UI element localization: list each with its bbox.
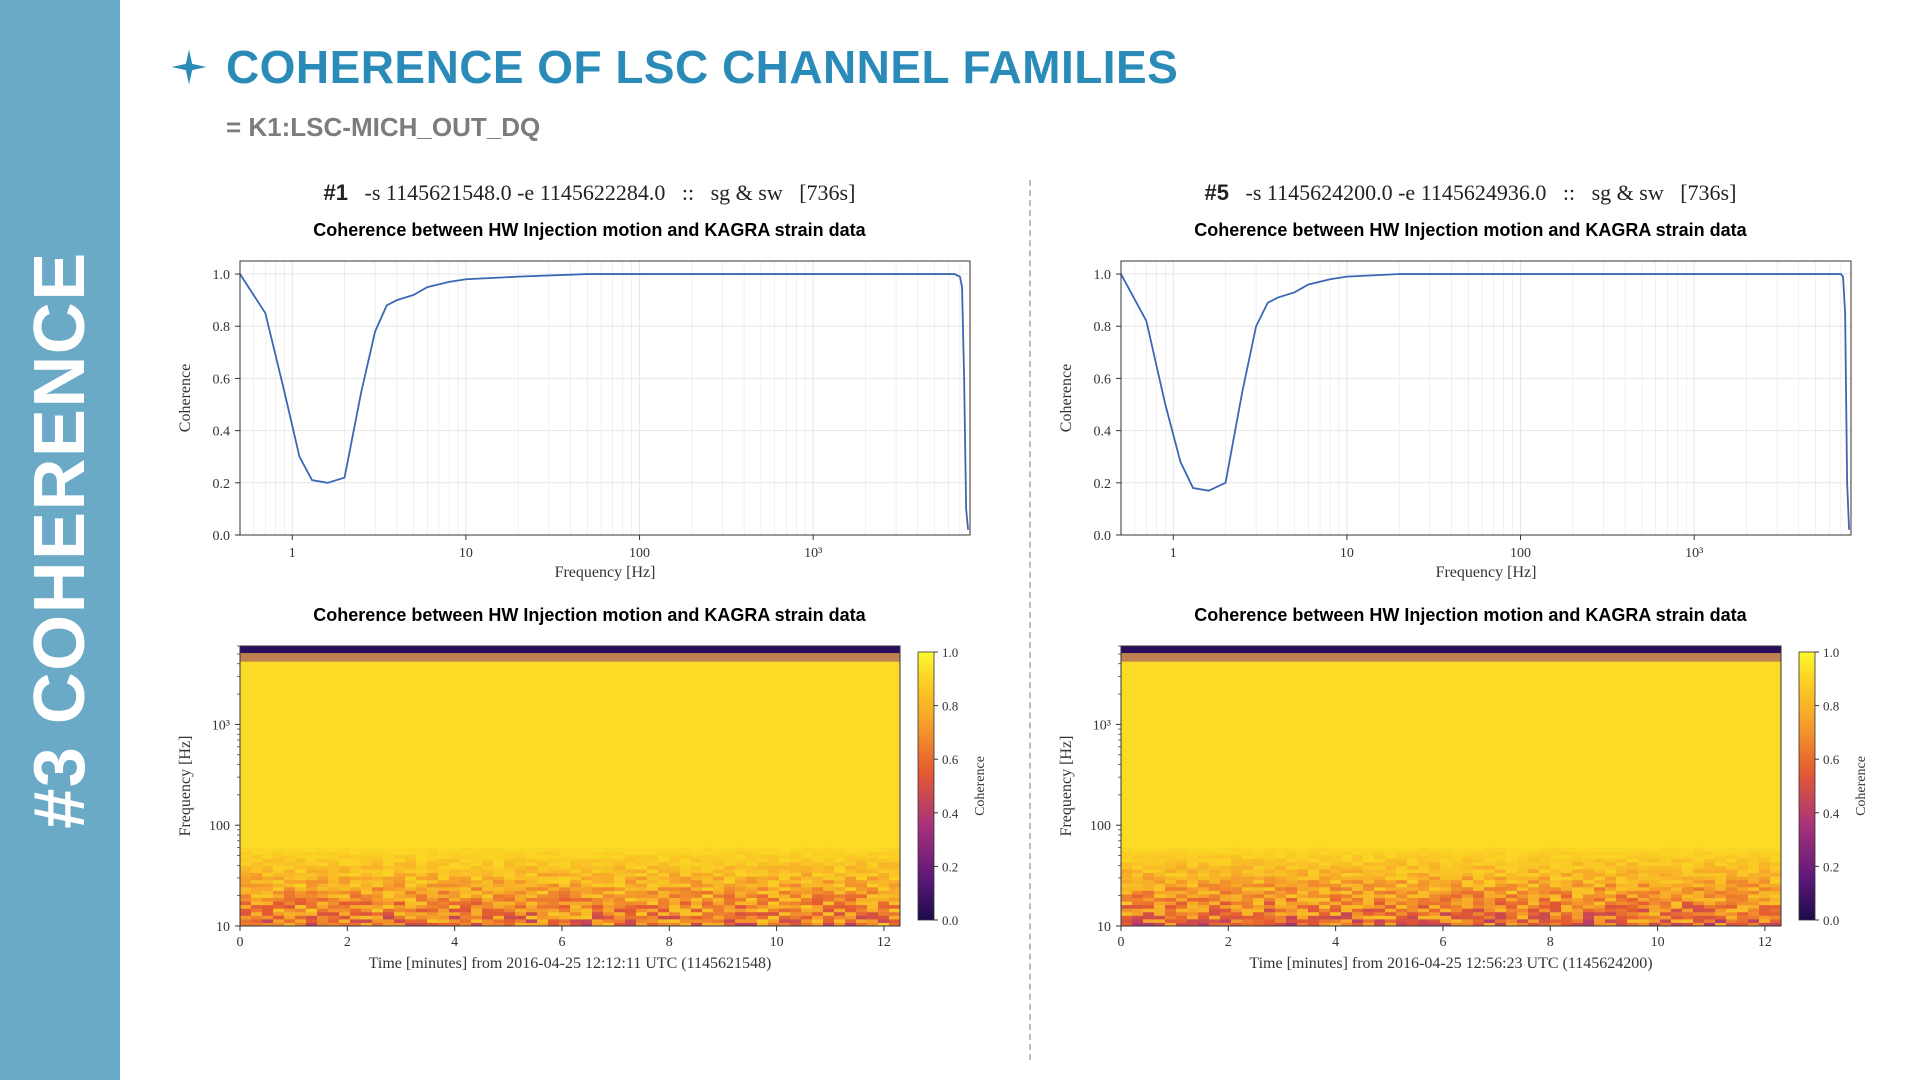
svg-text:0.0: 0.0	[1094, 529, 1112, 544]
svg-text:Frequency [Hz]: Frequency [Hz]	[555, 564, 656, 581]
svg-text:10: 10	[1651, 935, 1665, 950]
page-subtitle: = K1:LSC-MICH_OUT_DQ	[226, 112, 1178, 143]
svg-text:6: 6	[558, 935, 565, 950]
svg-text:8: 8	[1547, 935, 1554, 950]
page-title: COHERENCE OF LSC CHANNEL FAMILIES	[226, 40, 1178, 94]
svg-text:Coherence: Coherence	[1854, 756, 1869, 816]
svg-text:0.2: 0.2	[1823, 859, 1839, 874]
svg-text:0: 0	[1118, 935, 1125, 950]
svg-text:2: 2	[1225, 935, 1232, 950]
svg-text:Coherence: Coherence	[973, 756, 988, 816]
svg-text:1: 1	[289, 546, 296, 561]
sidebar-label: #3 COHERENCE	[19, 251, 101, 828]
svg-text:10³: 10³	[1093, 718, 1111, 733]
svg-text:0.0: 0.0	[213, 529, 231, 544]
svg-text:12: 12	[1758, 935, 1772, 950]
header: COHERENCE OF LSC CHANNEL FAMILIES = K1:L…	[170, 40, 1178, 143]
panels-container: #1 -s 1145621548.0 -e 1145622284.0 :: sg…	[170, 180, 1890, 1060]
spectrogram-title: Coherence between HW Injection motion an…	[170, 605, 1009, 626]
svg-text:Coherence: Coherence	[177, 364, 194, 432]
svg-text:0.2: 0.2	[213, 477, 231, 492]
svg-text:Frequency [Hz]: Frequency [Hz]	[1058, 736, 1075, 837]
svg-text:0.2: 0.2	[942, 859, 958, 874]
svg-text:0.4: 0.4	[942, 806, 959, 821]
panel-header: #5 -s 1145624200.0 -e 1145624936.0 :: sg…	[1051, 180, 1890, 206]
svg-text:0.0: 0.0	[1823, 913, 1839, 928]
svg-text:2: 2	[344, 935, 351, 950]
svg-text:Frequency [Hz]: Frequency [Hz]	[177, 736, 194, 837]
svg-text:Time [minutes] from 2016-04-25: Time [minutes] from 2016-04-25 12:56:23 …	[1249, 955, 1652, 972]
svg-text:1.0: 1.0	[213, 268, 231, 283]
coherence-spectrogram: 0 2 4 6 8 10 12 10 100 10³ Time [minutes] from 201…	[1051, 636, 1871, 976]
svg-text:0.6: 0.6	[213, 372, 231, 387]
svg-text:0.2: 0.2	[1094, 477, 1112, 492]
panel-header: #1 -s 1145621548.0 -e 1145622284.0 :: sg…	[170, 180, 1009, 206]
svg-text:1: 1	[1170, 546, 1177, 561]
svg-text:0.0: 0.0	[942, 913, 958, 928]
svg-text:Coherence: Coherence	[1058, 364, 1075, 432]
panel-divider	[1029, 180, 1031, 1060]
svg-text:Time [minutes] from 2016-04-25: Time [minutes] from 2016-04-25 12:12:11 …	[369, 955, 772, 972]
svg-text:8: 8	[666, 935, 673, 950]
svg-text:10³: 10³	[212, 718, 230, 733]
svg-text:100: 100	[1510, 546, 1531, 561]
svg-text:100: 100	[1090, 819, 1111, 834]
svg-text:1.0: 1.0	[942, 645, 958, 660]
coherence-line-chart: 0.0 0.2 0.4 0.6 0.8 1.0 1 10 100 10³ Frequency [Hz…	[170, 245, 990, 585]
line-chart-title: Coherence between HW Injection motion an…	[1051, 220, 1890, 241]
svg-text:0.8: 0.8	[942, 699, 958, 714]
coherence-line-chart: 0.0 0.2 0.4 0.6 0.8 1.0 1 10 100 10³ Frequency [Hz…	[1051, 245, 1871, 585]
svg-text:10: 10	[770, 935, 784, 950]
coherence-spectrogram: 0 2 4 6 8 10 12 10 100 10³ Time [minutes] from 201…	[170, 636, 990, 976]
svg-text:10: 10	[1340, 546, 1354, 561]
svg-text:0.4: 0.4	[213, 425, 231, 440]
svg-text:12: 12	[877, 935, 891, 950]
line-chart-title: Coherence between HW Injection motion an…	[170, 220, 1009, 241]
svg-text:0.4: 0.4	[1823, 806, 1840, 821]
star-icon	[170, 48, 208, 86]
svg-text:0.8: 0.8	[213, 320, 231, 335]
sidebar: #3 COHERENCE	[0, 0, 120, 1080]
svg-text:10³: 10³	[1685, 546, 1703, 561]
svg-text:1.0: 1.0	[1094, 268, 1112, 283]
svg-text:0.6: 0.6	[1094, 372, 1112, 387]
svg-text:0.6: 0.6	[942, 752, 959, 767]
svg-text:100: 100	[209, 819, 230, 834]
svg-text:1.0: 1.0	[1823, 645, 1839, 660]
panel-5: #5 -s 1145624200.0 -e 1145624936.0 :: sg…	[1051, 180, 1890, 1060]
svg-text:10: 10	[459, 546, 473, 561]
svg-text:10: 10	[1097, 920, 1111, 935]
svg-text:0.8: 0.8	[1823, 699, 1839, 714]
svg-text:0.8: 0.8	[1094, 320, 1112, 335]
svg-text:0: 0	[237, 935, 244, 950]
spectrogram-title: Coherence between HW Injection motion an…	[1051, 605, 1890, 626]
svg-text:0.4: 0.4	[1094, 425, 1112, 440]
svg-text:6: 6	[1439, 935, 1446, 950]
svg-text:10³: 10³	[804, 546, 822, 561]
panel-1: #1 -s 1145621548.0 -e 1145622284.0 :: sg…	[170, 180, 1009, 1060]
svg-text:10: 10	[216, 920, 230, 935]
svg-text:4: 4	[1332, 935, 1339, 950]
svg-text:0.6: 0.6	[1823, 752, 1840, 767]
svg-text:100: 100	[629, 546, 650, 561]
svg-text:4: 4	[451, 935, 458, 950]
svg-text:Frequency [Hz]: Frequency [Hz]	[1436, 564, 1537, 581]
